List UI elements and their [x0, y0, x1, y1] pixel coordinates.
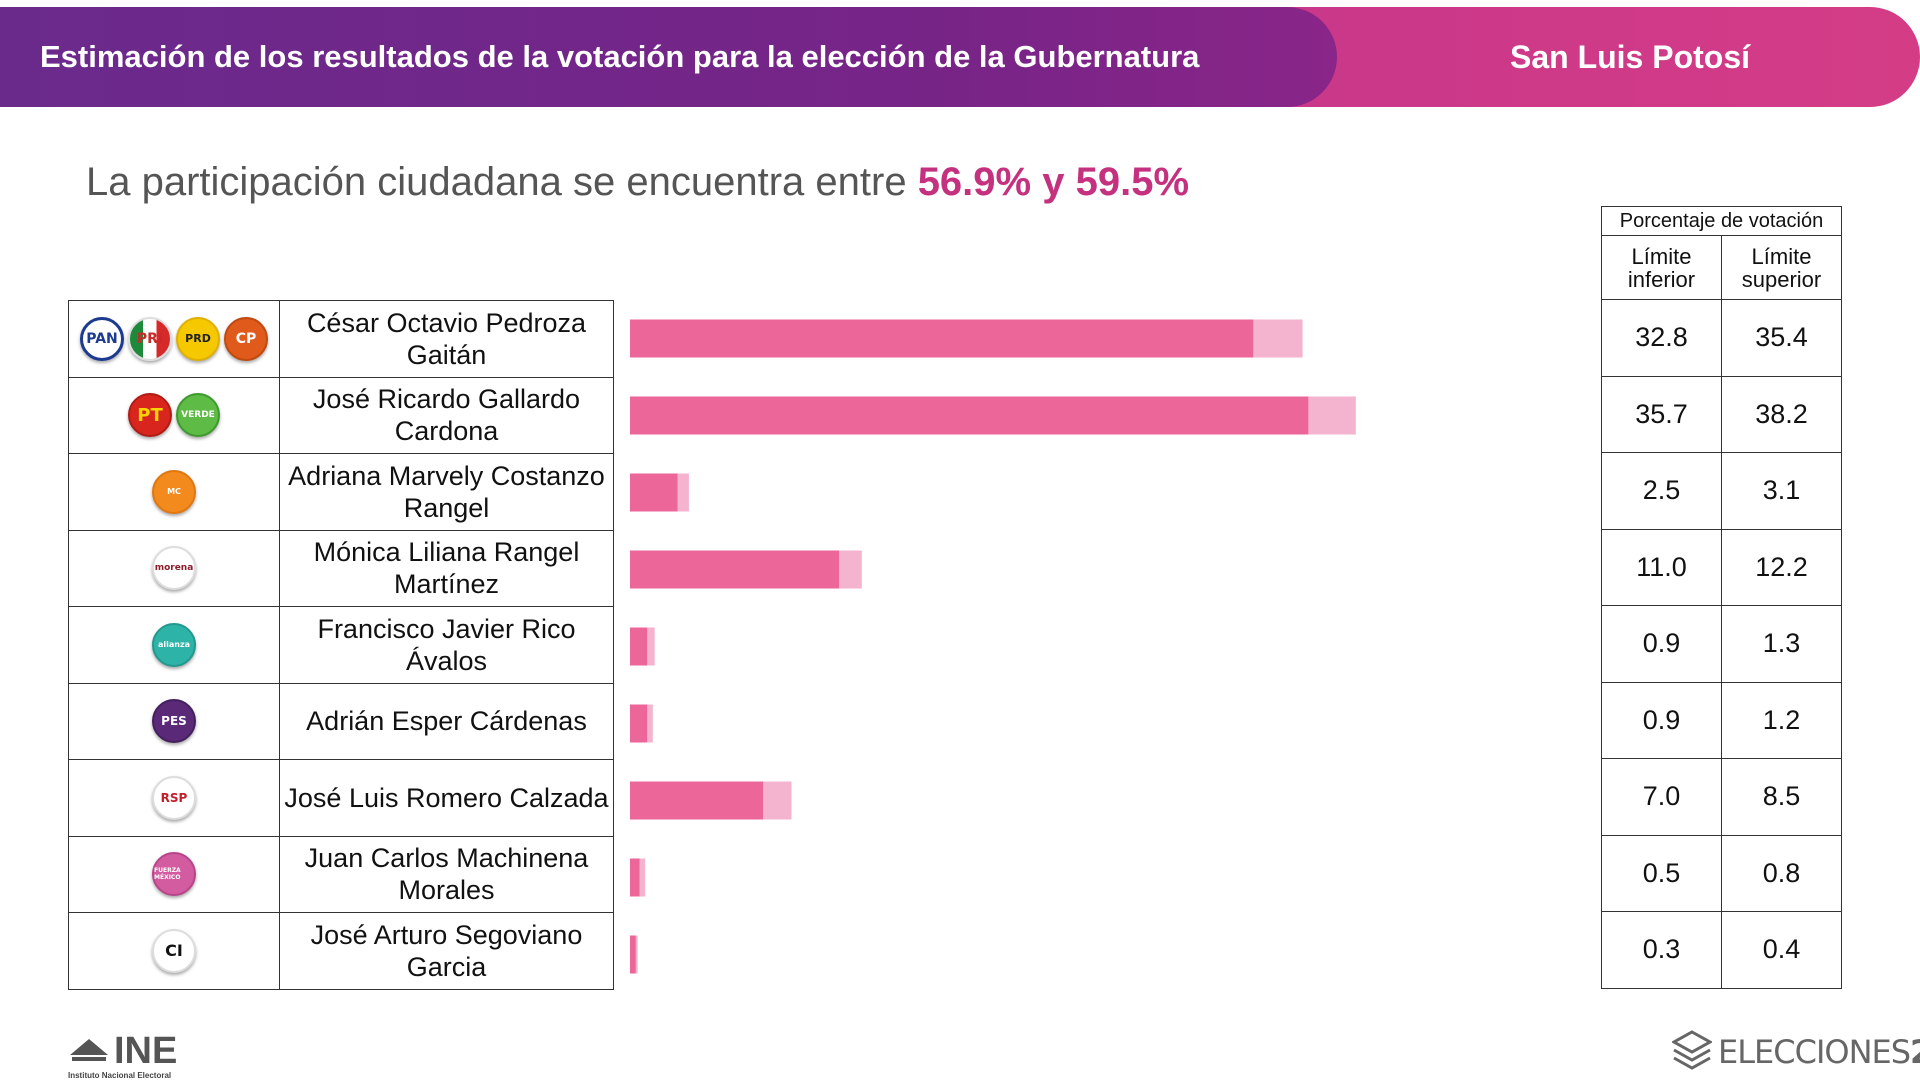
lower-limit-value: 0.5 — [1601, 834, 1722, 912]
vote-values-row: 35.7 38.2 — [1601, 375, 1842, 453]
candidate-row: alianza Francisco Javier Rico Ávalos — [68, 606, 614, 684]
candidates-table: PAN PRI PRD CP César Octavio Pedroza Gaitán P… — [68, 300, 614, 990]
elecciones-year: 2021 — [1910, 1033, 1920, 1071]
participation-conj: y — [1031, 160, 1076, 204]
header-title-banner — [0, 7, 1337, 107]
lower-limit-value: 11.0 — [1601, 528, 1722, 606]
ine-subtitle: Instituto Nacional Electoral — [68, 1071, 172, 1080]
bar-lower-limit — [630, 627, 648, 666]
ine-wordmark: INE — [114, 1030, 178, 1072]
candidate-row: PT VERDE José Ricardo Gallardo Cardona — [68, 376, 614, 454]
upper-limit-value: 1.3 — [1721, 605, 1842, 683]
upper-limit-value: 8.5 — [1721, 758, 1842, 836]
bar-lower-limit — [630, 781, 763, 820]
candidate-row: PAN PRI PRD CP César Octavio Pedroza Gaitán — [68, 300, 614, 378]
candidate-row: CI José Arturo Segoviano Garcia — [68, 912, 614, 990]
participation-statement: La participación ciudadana se encuentra … — [86, 160, 1189, 205]
bar-lower-limit — [630, 704, 648, 743]
lower-limit-header: Límite inferior — [1601, 235, 1722, 300]
upper-limit-value: 0.4 — [1721, 911, 1842, 989]
morena-logo-icon: morena — [152, 546, 196, 591]
lower-limit-value: 0.3 — [1601, 911, 1722, 989]
upper-limit-value: 35.4 — [1721, 299, 1842, 377]
cp-logo-icon: CP — [224, 316, 268, 361]
candidate-row: PES Adrián Esper Cárdenas — [68, 682, 614, 760]
header-title: Estimación de los resultados de la votac… — [40, 39, 1200, 74]
party-logos-cell: PES — [68, 682, 280, 760]
party-logos-cell: RSP — [68, 759, 280, 837]
vote-values-row: 11.0 12.2 — [1601, 528, 1842, 606]
vote-values-row: 2.5 3.1 — [1601, 452, 1842, 530]
candidate-name: Mónica Liliana Rangel Martínez — [279, 529, 614, 607]
party-logos-cell: PT VERDE — [68, 376, 280, 454]
ine-emblem-icon — [70, 1038, 108, 1061]
candidate-row: morena Mónica Liliana Rangel Martínez — [68, 529, 614, 607]
candidate-row: FUERZA MÉXICO Juan Carlos Machinena Moral… — [68, 835, 614, 913]
ine-logo: INE Instituto Nacional Electoral — [68, 1030, 177, 1080]
vote-values-row: 0.9 1.2 — [1601, 681, 1842, 759]
vote-values-row: 32.8 35.4 — [1601, 299, 1842, 377]
participation-low: 56.9% — [917, 160, 1032, 204]
rsp-logo-icon: RSP — [152, 775, 196, 820]
alianza-logo-icon: alianza — [152, 622, 196, 667]
lower-limit-value: 32.8 — [1601, 299, 1722, 377]
elecciones-label: ELECCIONES — [1718, 1033, 1911, 1071]
pt-logo-icon: PT — [128, 393, 172, 438]
candidate-row: MC Adriana Marvely Costanzo Rangel — [68, 453, 614, 531]
vote-percentage-table: Porcentaje de votación Límite inferior L… — [1601, 206, 1842, 989]
vote-values-row: 0.9 1.3 — [1601, 605, 1842, 683]
bar-lower-limit — [630, 473, 678, 512]
lower-limit-value: 35.7 — [1601, 375, 1722, 453]
ci-logo-icon: CI — [152, 928, 196, 973]
party-logos-cell: morena — [68, 529, 280, 607]
upper-limit-value: 1.2 — [1721, 681, 1842, 759]
vote-values-row: 0.5 0.8 — [1601, 834, 1842, 912]
lower-limit-value: 2.5 — [1601, 452, 1722, 530]
party-logos-cell: FUERZA MÉXICO — [68, 835, 280, 913]
candidate-row: RSP José Luis Romero Calzada — [68, 759, 614, 837]
participation-high: 59.5% — [1075, 160, 1190, 204]
candidate-name: Francisco Javier Rico Ávalos — [279, 606, 614, 684]
lower-limit-value: 0.9 — [1601, 605, 1722, 683]
vote-values-row: 7.0 8.5 — [1601, 758, 1842, 836]
header-state: San Luis Potosí — [1509, 39, 1751, 75]
party-logos-cell: alianza — [68, 606, 280, 684]
candidate-name: Adrián Esper Cárdenas — [279, 682, 614, 760]
lower-limit-value: 7.0 — [1601, 758, 1722, 836]
candidate-name: José Arturo Segoviano Garcia — [279, 912, 614, 990]
vote-percentage-title: Porcentaje de votación — [1601, 206, 1842, 236]
candidate-name: Adriana Marvely Costanzo Rangel — [279, 453, 614, 531]
upper-limit-value: 3.1 — [1721, 452, 1842, 530]
upper-limit-value: 0.8 — [1721, 834, 1842, 912]
prd-logo-icon: PRD — [176, 316, 220, 361]
verde-logo-icon: VERDE — [176, 393, 220, 438]
candidate-name: José Luis Romero Calzada — [279, 759, 614, 837]
lower-limit-value: 0.9 — [1601, 681, 1722, 759]
vote-values-row: 0.3 0.4 — [1601, 911, 1842, 989]
upper-limit-header: Límite superior — [1721, 235, 1842, 300]
participation-text: La participación ciudadana se encuentra … — [86, 160, 918, 204]
candidate-name: Juan Carlos Machinena Morales — [279, 835, 614, 913]
ballot-box-icon — [1672, 1030, 1712, 1070]
candidate-name: José Ricardo Gallardo Cardona — [279, 376, 614, 454]
bar-lower-limit — [630, 550, 839, 589]
bar-lower-limit — [630, 319, 1254, 358]
bar-lower-limit — [630, 935, 636, 974]
party-logos-cell: MC — [68, 453, 280, 531]
party-logos-cell: CI — [68, 912, 280, 990]
upper-limit-value: 12.2 — [1721, 528, 1842, 606]
candidate-name: César Octavio Pedroza Gaitán — [279, 300, 614, 378]
elecciones-2021-logo: ELECCIONES 2021 — [1672, 1030, 1920, 1074]
bar-lower-limit — [630, 396, 1309, 435]
pes-logo-icon: PES — [152, 699, 196, 744]
pan-logo-icon: PAN — [80, 316, 124, 361]
fuerza-mexico-logo-icon: FUERZA MÉXICO — [152, 852, 196, 897]
pri-logo-icon: PRI — [128, 316, 172, 361]
bar-lower-limit — [630, 858, 640, 897]
upper-limit-value: 38.2 — [1721, 375, 1842, 453]
mc-logo-icon: MC — [152, 469, 196, 514]
header-state-banner — [1250, 7, 1920, 107]
